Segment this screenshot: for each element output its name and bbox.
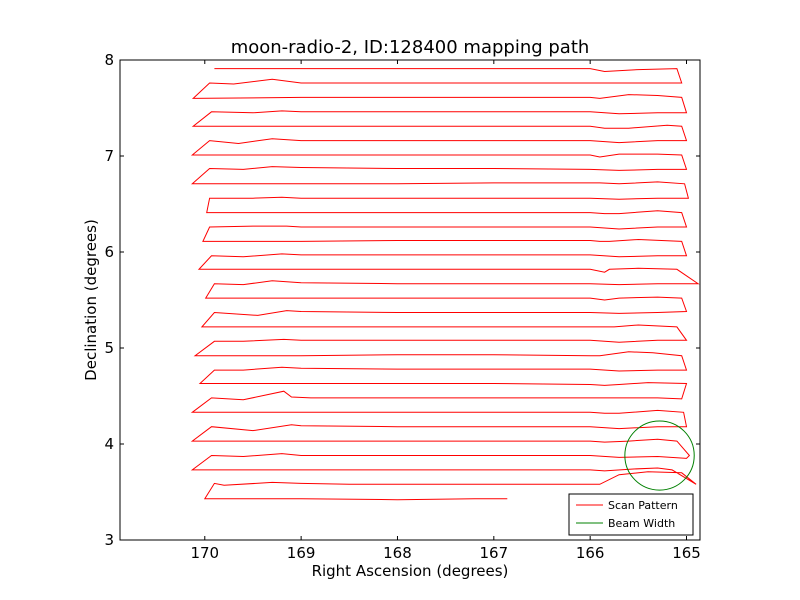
plot-background [120,60,700,540]
scan-pattern-line [190,68,700,501]
beam-width-circle [624,420,695,491]
x-tick-label: 167 [480,544,509,562]
plot-area: 170 169 168 167 166 165 3 4 5 6 7 8 [104,51,700,562]
chart-title: moon-radio-2, ID:128400 mapping path [231,37,590,58]
x-axis-label: Right Ascension (degrees) [312,562,509,580]
legend-label-scan-pattern: Scan Pattern [608,499,678,512]
y-tick-label: 6 [104,243,114,261]
y-axis-label: Declination (degrees) [82,219,100,381]
ticks-layer: 170 169 168 167 166 165 3 4 5 6 7 8 [104,51,700,562]
legend: Scan Pattern Beam Width [568,493,694,536]
x-tick-label: 166 [576,544,605,562]
y-tick-label: 8 [104,51,114,69]
y-tick-label: 4 [104,435,114,453]
x-tick-label: 170 [190,544,219,562]
x-tick-label: 169 [287,544,316,562]
legend-box [568,493,694,536]
data-layer [190,68,700,501]
x-tick-label: 168 [383,544,412,562]
y-tick-label: 3 [104,531,114,549]
legend-label-beam-width: Beam Width [608,517,675,530]
x-tick-label: 165 [672,544,701,562]
clipped-data [190,68,700,501]
plot-frame [119,59,701,541]
y-tick-label: 5 [104,339,114,357]
y-tick-label: 7 [104,147,114,165]
